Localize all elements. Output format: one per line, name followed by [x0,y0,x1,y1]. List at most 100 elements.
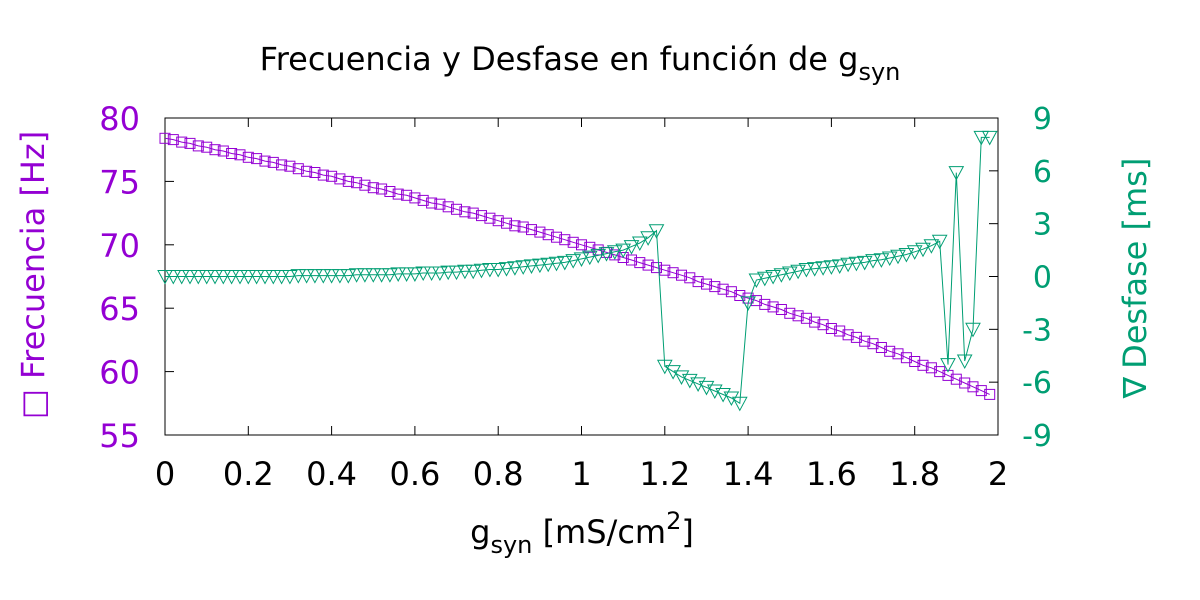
frecuencia-point [576,239,587,251]
frecuencia-marker: □ [14,389,52,419]
desfase-point [598,247,615,262]
frecuencia-point [934,366,946,378]
desfase-point [448,265,465,281]
frecuencia-point [259,155,271,167]
frecuencia-point [842,329,854,341]
desfase-point [432,266,448,282]
desfase-point [290,269,307,284]
frecuencia-point [484,212,496,224]
frecuencia-point [409,192,421,204]
frecuencia-point [359,179,371,191]
desfase-point [507,261,523,276]
x-tick-label: 1.8 [889,455,940,493]
desfase-point [540,257,557,273]
frecuencia-point [800,312,812,324]
frecuencia-point [967,381,979,393]
frecuencia-point [850,331,862,343]
desfase-point [881,251,898,267]
y-axis-right-label: ∇Desfase [ms] [1116,158,1154,400]
y-axis-left-label: □Frecuencia [Hz] [14,131,52,419]
frecuencia-point [159,132,171,144]
y-left-tick-label: 80 [99,100,140,138]
frecuencia-point [209,144,221,156]
frecuencia-point [451,203,462,215]
frecuencia-point [376,183,388,195]
frecuencia-point [467,207,479,219]
x-tick-label: 1.6 [806,455,857,493]
frecuencia-point [292,163,304,175]
y-right-tick-label: 6 [1033,155,1052,190]
y-left-tick-label: 60 [99,354,140,392]
desfase-point [365,268,382,283]
frecuencia-point [984,388,996,400]
frecuencia-point [917,359,929,371]
desfase-point [340,269,357,284]
desfase-point [715,388,731,403]
frecuencia-point [950,373,962,385]
desfase-point [840,257,856,273]
desfase-point [965,322,981,338]
desfase-point [565,254,582,269]
desfase-point [232,270,248,285]
frecuencia-point [392,188,404,200]
desfase-point [265,270,282,285]
frecuencia-point [634,257,646,269]
frecuencia-point [959,377,971,389]
frecuencia-point [559,234,571,246]
desfase-point [581,250,598,266]
frecuencia-point [642,259,654,271]
frecuencia-point [684,272,696,284]
frecuencia-point [217,145,229,157]
desfase-point [523,259,540,274]
desfase-point [656,359,673,375]
y-right-tick-label: -9 [1022,419,1052,454]
desfase-point [815,261,831,276]
desfase-point [956,354,973,370]
desfase-point [731,396,748,412]
desfase-point [798,263,815,278]
frecuencia-point [701,278,712,290]
x-tick-label: 0.8 [473,455,524,493]
desfase-point [873,253,890,268]
frecuencia-point [584,241,596,253]
frecuencia-point [201,141,213,153]
frecuencia-point [942,369,954,381]
frecuencia-point [725,286,737,298]
desfase-point [315,269,332,284]
desfase-point [781,266,798,282]
desfase-point [756,271,773,287]
frecuencia-point [167,134,179,146]
desfase-point [332,269,348,284]
desfase-point [490,263,507,278]
desfase-point [207,270,223,285]
desfase-point [198,270,215,285]
desfase-point [348,268,365,283]
frecuencia-point [659,264,671,276]
desfase-point [823,260,840,275]
desfase-point [215,270,232,285]
desfase-point [665,365,681,380]
desfase-point [606,245,623,260]
desfase-point [157,270,173,285]
desfase-point [423,266,440,282]
desfase-series [157,130,998,412]
desfase-point [190,270,207,285]
desfase-point [923,239,940,254]
frecuencia-point [750,295,762,307]
frecuencia-point [267,156,279,168]
frecuencia-point [326,170,338,182]
desfase-point [223,270,240,285]
frecuencia-point [509,220,521,232]
desfase-point [357,268,373,283]
frecuencia-point [351,177,363,189]
frecuencia-point [476,210,487,222]
desfase-point [248,270,265,285]
y-left-tick-label: 70 [99,227,140,265]
desfase-point [648,224,665,239]
y-right-tick-label: 3 [1033,208,1052,243]
frecuencia-point [734,290,746,301]
desfase-point [240,270,257,285]
y-right-tick-label: -6 [1022,366,1052,401]
frecuencia-point [875,342,887,353]
y-left-tick-label: 55 [99,417,140,455]
